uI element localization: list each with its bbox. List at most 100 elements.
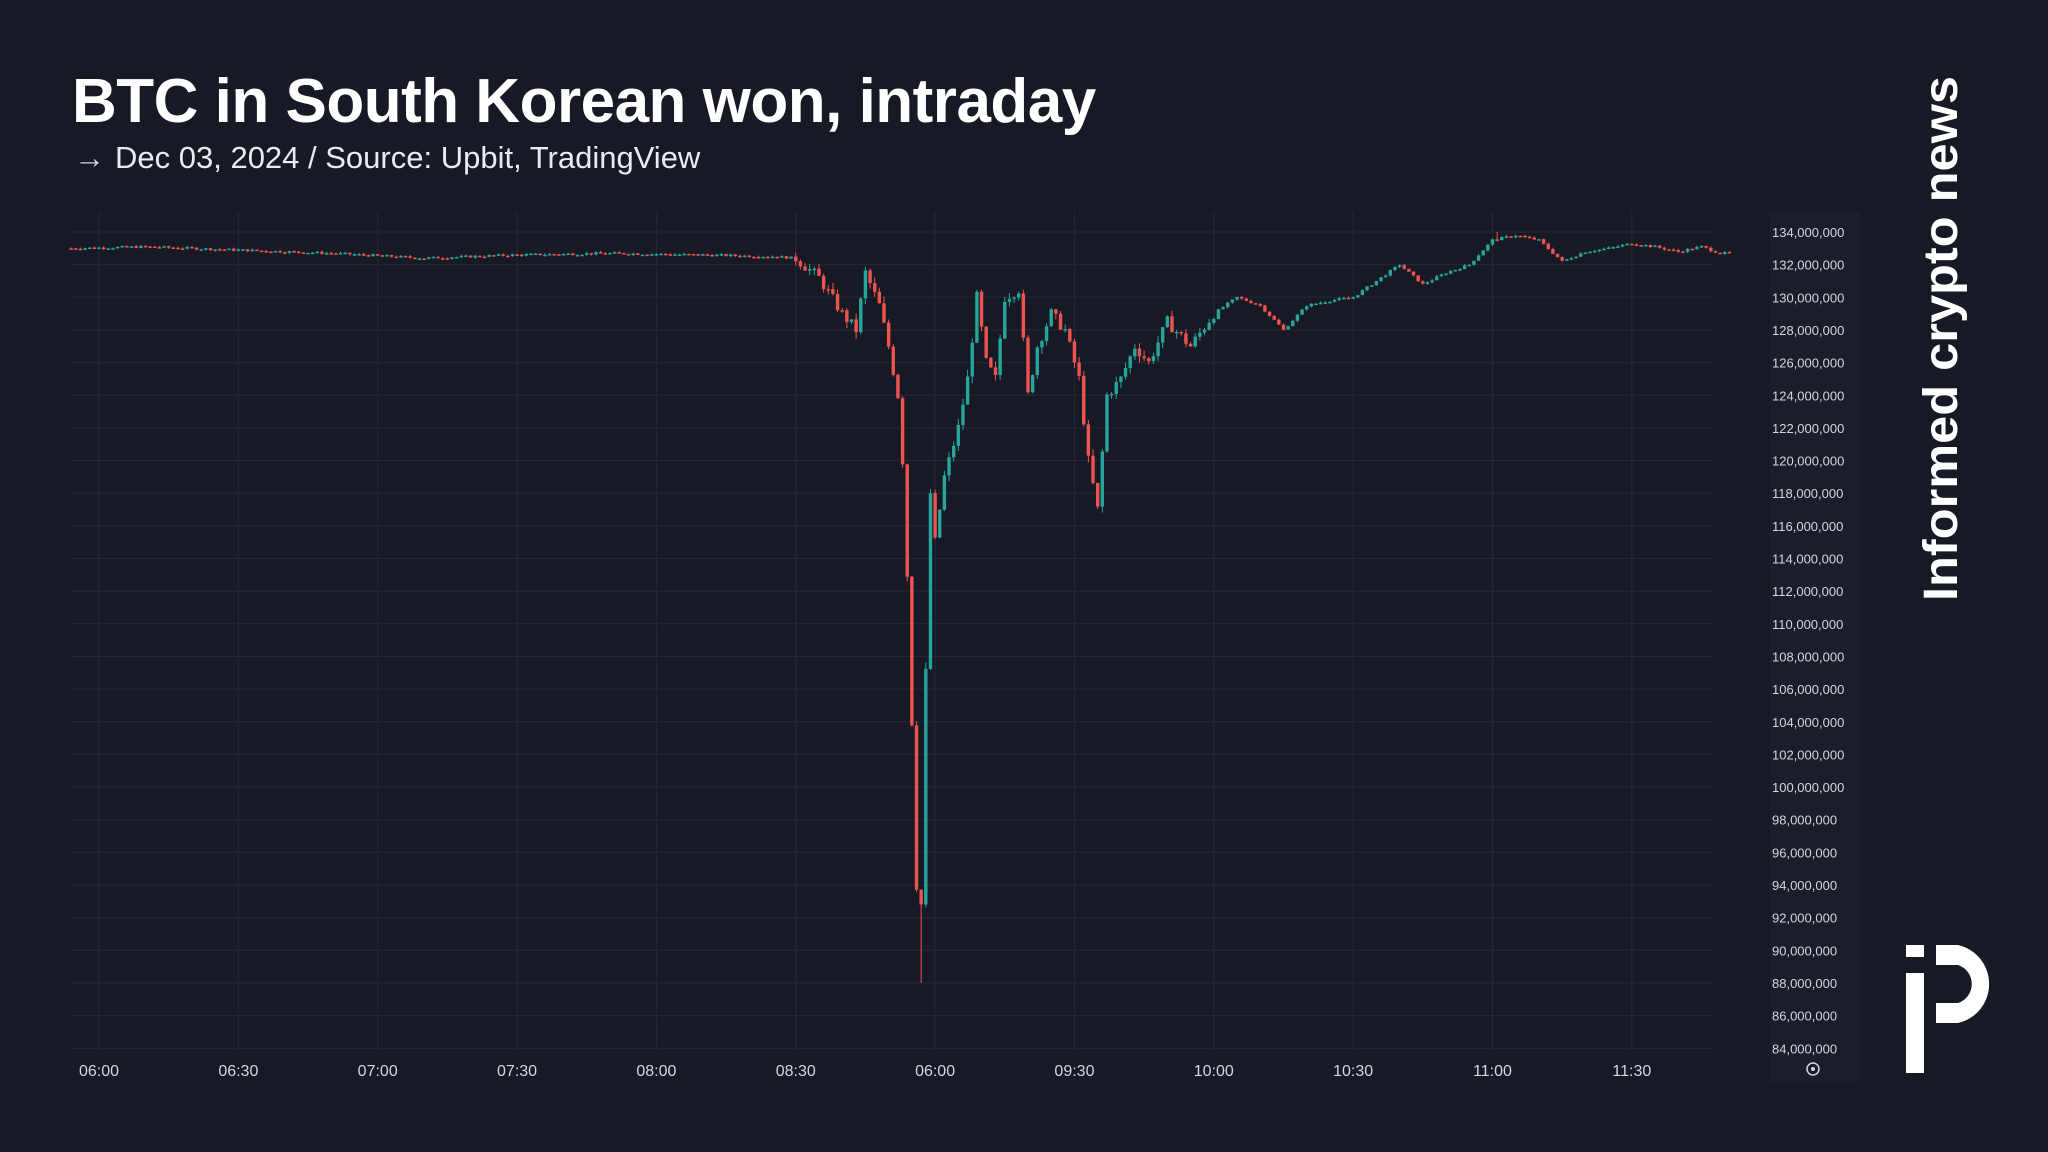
candle-body	[1305, 306, 1309, 310]
candle-body	[1030, 375, 1035, 393]
y-tick-label: 88,000,000	[1772, 976, 1837, 991]
y-tick-label: 120,000,000	[1772, 454, 1844, 469]
candle-body	[515, 254, 519, 256]
candle-body	[794, 256, 798, 262]
candle-body	[1309, 303, 1314, 307]
candle-body	[292, 251, 296, 253]
candle-body	[1555, 253, 1560, 258]
candle-body	[1625, 243, 1629, 246]
candle-body	[705, 254, 710, 256]
candle-body	[1616, 246, 1620, 248]
candle-body	[961, 404, 965, 426]
candle-body	[1216, 309, 1221, 320]
settings-dot	[1811, 1067, 1815, 1071]
candle-body	[752, 256, 756, 259]
candle-body	[1690, 248, 1694, 251]
candle-body	[1035, 347, 1039, 376]
candle-body	[1142, 356, 1146, 359]
candle-body	[1597, 249, 1602, 252]
candle-body	[1393, 266, 1397, 271]
candle-body	[1658, 245, 1662, 248]
candle-body	[166, 246, 171, 248]
y-tick-label: 90,000,000	[1772, 943, 1837, 958]
y-axis-panel	[1770, 212, 1860, 1082]
candle-body	[891, 346, 895, 375]
candle-body	[250, 249, 254, 252]
candle-body	[701, 254, 705, 256]
candle-body	[668, 254, 673, 256]
candle-body	[431, 256, 436, 259]
candle-body	[877, 291, 882, 304]
candle-body	[1425, 282, 1430, 284]
candle-body	[1332, 299, 1337, 302]
y-tick-label: 94,000,000	[1772, 878, 1837, 893]
candle-body	[529, 253, 533, 256]
candle-body	[1723, 252, 1727, 254]
x-tick-label: 06:00	[915, 1063, 955, 1080]
candle-body	[1323, 302, 1327, 304]
candle-body	[1230, 299, 1235, 303]
candle-body	[241, 249, 245, 251]
y-tick-label: 128,000,000	[1772, 323, 1844, 338]
candle-body	[1527, 236, 1532, 239]
x-tick-label: 06:30	[218, 1063, 258, 1080]
candle-body	[1462, 265, 1467, 270]
x-tick-label: 06:00	[79, 1063, 119, 1080]
candle-body	[845, 310, 849, 322]
y-tick-label: 124,000,000	[1772, 388, 1844, 403]
candle-body	[1342, 297, 1346, 300]
candle-body	[854, 319, 858, 333]
candle-body	[1407, 268, 1411, 272]
candle-body	[951, 445, 956, 458]
candle-body	[580, 254, 584, 257]
candle-body	[357, 254, 361, 256]
candle-body	[283, 252, 287, 254]
y-tick-label: 92,000,000	[1772, 911, 1837, 926]
candle-body	[1486, 244, 1490, 251]
candle-body	[1244, 298, 1249, 301]
candle-body	[617, 252, 621, 254]
candle-body	[1374, 280, 1379, 286]
candle-body	[389, 255, 394, 257]
y-tick-label: 108,000,000	[1772, 649, 1844, 664]
candle-body	[1602, 248, 1606, 251]
candle-body	[236, 249, 241, 252]
candle-body	[1351, 297, 1355, 299]
candle-body	[886, 322, 891, 347]
candle-body	[278, 250, 282, 253]
candle-body	[1653, 245, 1657, 248]
candle-body	[933, 493, 937, 538]
y-tick-label: 118,000,000	[1772, 486, 1843, 501]
candle-body	[1114, 381, 1118, 394]
candle-body	[645, 254, 649, 257]
candle-body	[1133, 348, 1137, 357]
tagline-text: Informed crypto news	[1915, 76, 1968, 601]
candle-body	[83, 248, 87, 250]
candle-body	[496, 254, 501, 256]
candle-body	[1370, 285, 1374, 287]
candle-body	[1439, 274, 1444, 277]
x-tick-label: 08:30	[776, 1063, 816, 1080]
candle-body	[371, 254, 375, 257]
candle-body	[1212, 319, 1216, 323]
candle-body	[1054, 309, 1058, 314]
candle-body	[227, 248, 231, 251]
candle-body	[1147, 358, 1151, 362]
candle-body	[1012, 297, 1016, 300]
candle-body	[1040, 341, 1044, 348]
candle-body	[69, 248, 73, 250]
candle-body	[1044, 326, 1049, 342]
candle-body	[733, 254, 738, 257]
candle-body	[1551, 248, 1555, 254]
y-tick-label: 122,000,000	[1772, 421, 1844, 436]
candle-body	[631, 253, 635, 256]
candle-body	[148, 246, 152, 248]
candle-body	[1541, 239, 1546, 244]
candle-body	[1630, 243, 1634, 246]
candle-body	[162, 246, 166, 248]
candle-body	[320, 251, 324, 254]
candle-body	[468, 255, 473, 258]
candle-body	[1058, 313, 1063, 330]
x-tick-label: 08:00	[636, 1063, 676, 1080]
